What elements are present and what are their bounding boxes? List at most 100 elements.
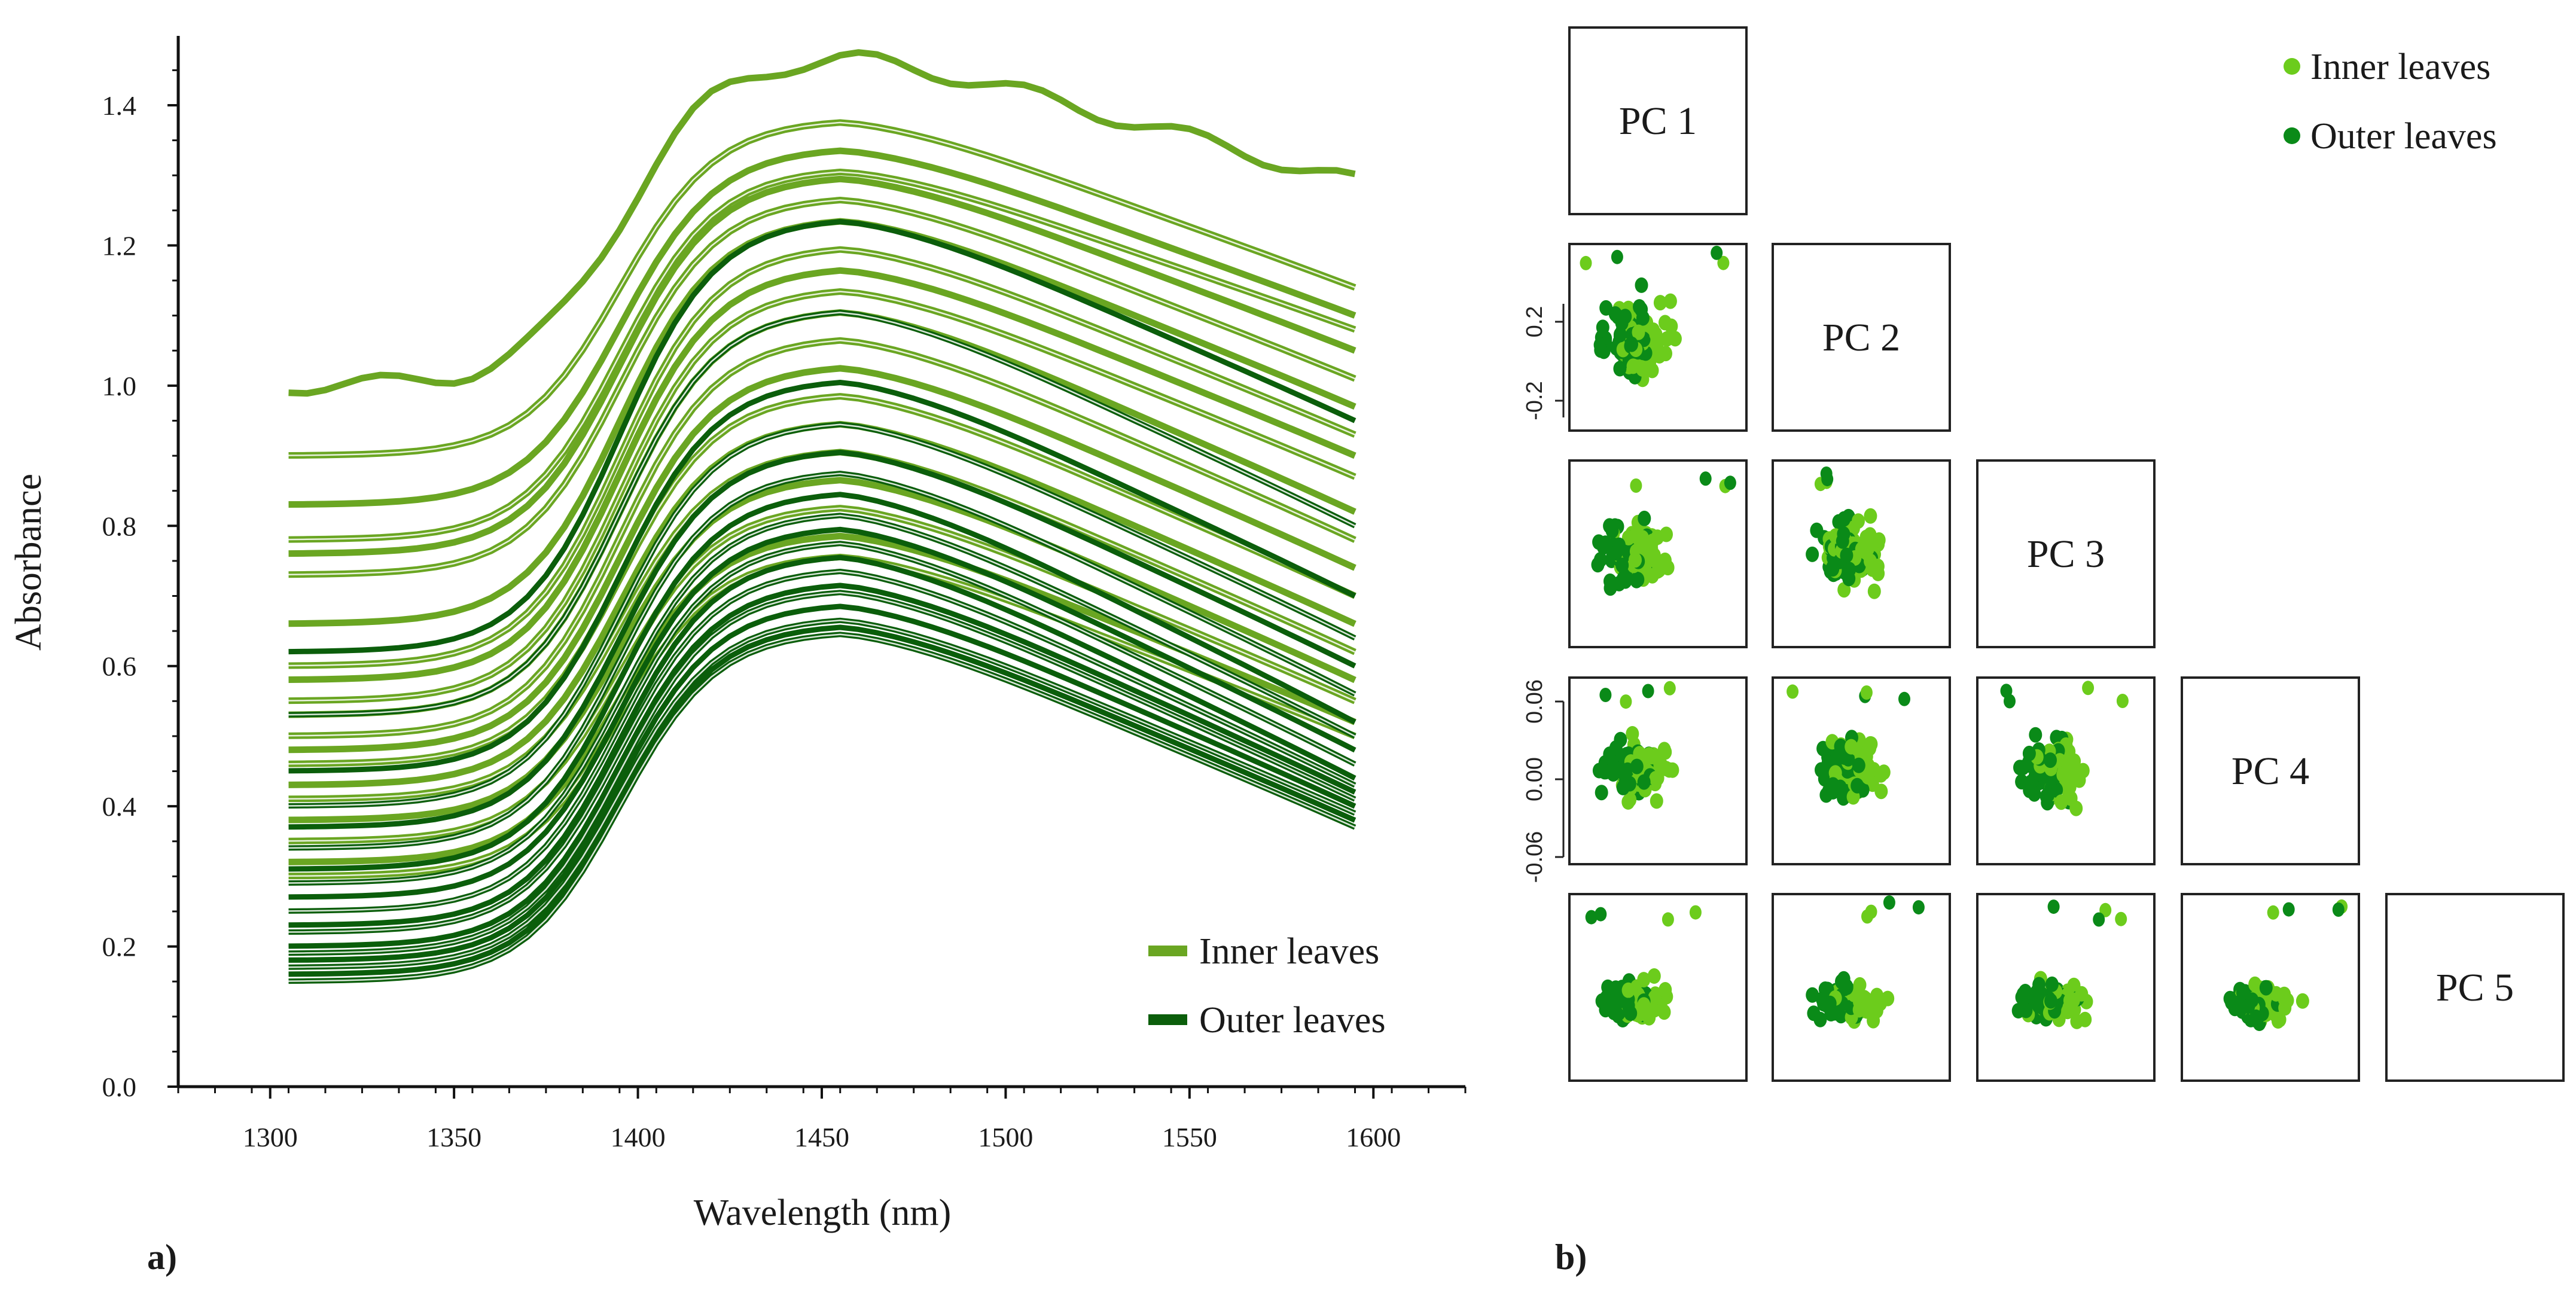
point-outer-leaves [1594, 342, 1608, 358]
spectra-lines [288, 49, 1356, 984]
point-inner-leaves [2060, 1004, 2074, 1020]
point-outlier [1595, 907, 1607, 922]
point-outlier [2115, 911, 2127, 926]
spectrum-separator [288, 472, 1356, 849]
spectrum-separator [288, 542, 1356, 912]
point-outlier [1699, 471, 1712, 486]
spectrum-separator [288, 121, 1355, 456]
point-outer-leaves [1609, 998, 1623, 1014]
point-inner-leaves [1645, 568, 1659, 584]
point-inner-leaves [1649, 326, 1663, 342]
spectra-legend: Inner leaves Outer leaves [1148, 931, 1386, 1041]
point-outer-leaves [1842, 751, 1855, 767]
point-inner-leaves [1864, 736, 1877, 752]
pca-legend-label-outer: Outer leaves [2310, 116, 2497, 157]
point-outlier [2267, 905, 2279, 920]
x-tick-label: 1550 [1162, 1122, 1217, 1152]
point-outlier [1689, 905, 1702, 920]
point-inner-leaves [1653, 295, 1667, 311]
point-inner-leaves [1864, 553, 1877, 569]
point-inner-leaves [1859, 529, 1873, 545]
point-inner-leaves [1632, 324, 1645, 340]
point-outer-leaves [1607, 761, 1621, 777]
point-outer-leaves [1834, 739, 1848, 754]
point-outlier [1717, 255, 1730, 270]
point-outlier [1898, 691, 1910, 706]
spectrum-separator [288, 291, 1355, 702]
point-outer-leaves [1840, 547, 1853, 563]
point-outlier [1860, 685, 1873, 700]
point-outer-leaves [1852, 757, 1865, 773]
point-outlier [1642, 684, 1654, 699]
x-tick-label: 1600 [1346, 1122, 1401, 1152]
pca-legend: Inner leaves Outer leaves [2284, 47, 2497, 157]
spectrum-line [288, 624, 1356, 977]
y-tick-label: 0.2 [102, 932, 137, 962]
panel-b-label: b) [1555, 1237, 1587, 1277]
point-outer-leaves [2019, 1002, 2033, 1018]
point-outer-leaves [1806, 546, 1819, 562]
point-inner-leaves [1867, 583, 1881, 599]
point-outer-leaves [1613, 327, 1627, 343]
point-outer-leaves [2028, 786, 2041, 802]
spectrum-separator [288, 633, 1356, 982]
point-outer-leaves [2032, 994, 2045, 1010]
point-outer-leaves [2245, 992, 2259, 1008]
point-outer-leaves [1635, 277, 1648, 293]
point-outer-leaves [1813, 1011, 1827, 1027]
point-inner-leaves [1631, 530, 1645, 546]
point-outlier [1912, 900, 1925, 915]
point-outer-leaves [2041, 787, 2055, 803]
point-inner-leaves [1621, 982, 1635, 998]
point-outer-leaves [1601, 979, 1615, 995]
spectrum-separator [288, 591, 1356, 954]
point-outer-leaves [1806, 987, 1819, 1003]
spectrum-line [288, 175, 1356, 557]
spectrum-separator [288, 571, 1356, 933]
spectrum-line [288, 526, 1356, 900]
point-outer-leaves [2029, 727, 2042, 743]
point-inner-leaves [2248, 976, 2262, 992]
x-tick-label: 1450 [794, 1122, 849, 1152]
point-outer-leaves [1630, 758, 1644, 774]
point-outlier [1711, 245, 1723, 260]
point-outer-leaves [2259, 980, 2273, 996]
point-outlier [1821, 472, 1834, 487]
point-outlier [1787, 684, 1799, 699]
point-outer-leaves [1595, 785, 1608, 801]
spectra-axes: 0.0 0.2 0.4 0.6 0.8 1.0 1.2 1.4 1300 1350 1400 1450… [102, 36, 1467, 1152]
point-outer-leaves [1843, 562, 1856, 578]
point-inner-leaves [1659, 315, 1672, 331]
spectra-panel: 0.0 0.2 0.4 0.6 0.8 1.0 1.2 1.4 1300 1350 1400 1450… [8, 36, 1467, 1277]
spectrum-line [288, 583, 1356, 949]
point-inner-leaves [2054, 794, 2068, 810]
pc-label: PC 2 [1822, 316, 1900, 359]
point-outer-leaves [1596, 319, 1609, 336]
point-outer-leaves [1631, 572, 1645, 588]
pc4-tick-label: 0.06 [1522, 679, 1547, 724]
point-inner-leaves [2070, 1013, 2084, 1029]
spectrum-separator [288, 171, 1355, 541]
point-outlier [1599, 688, 1612, 702]
spectrum-separator [288, 514, 1356, 884]
point-inner-leaves [2056, 766, 2070, 782]
point-outer-leaves [1591, 557, 1605, 573]
point-outlier [1611, 249, 1623, 264]
point-inner-leaves [2076, 763, 2090, 779]
point-inner-leaves [1870, 1003, 1883, 1018]
point-outlier [2004, 694, 2016, 709]
point-outer-leaves [1633, 299, 1646, 315]
point-outlier [1585, 910, 1598, 925]
point-outer-leaves [1618, 309, 1632, 325]
spectrum-line [288, 554, 1356, 928]
point-outer-leaves [2223, 990, 2237, 1007]
point-outer-leaves [1603, 518, 1617, 534]
spectrum-line [288, 477, 1356, 824]
point-outlier [1865, 904, 1877, 919]
point-inner-leaves [1649, 771, 1663, 786]
point-outlier [1580, 255, 1592, 270]
point-outer-leaves [1609, 545, 1623, 561]
point-inner-leaves [1845, 739, 1858, 755]
pc4-tick-label: 0.00 [1522, 757, 1547, 801]
pca-grid: PC 1 PC 2 PC 3 PC 4 PC 5 0.2 -0.2 0.06 0.00 -0.06 [1522, 26, 2565, 1082]
